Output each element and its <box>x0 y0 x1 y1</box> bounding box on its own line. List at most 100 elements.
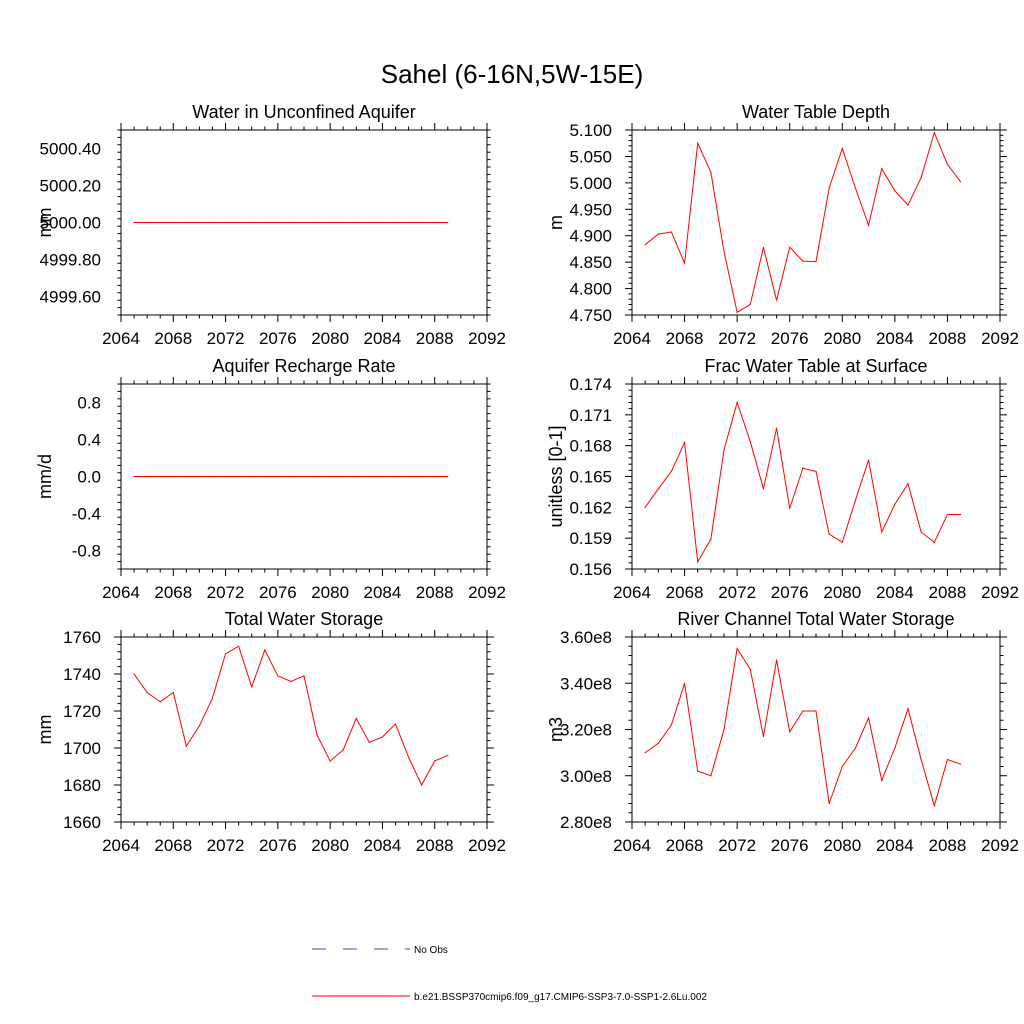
y-tick-label: 3.60e8 <box>560 628 612 647</box>
data-point <box>802 467 804 469</box>
data-point <box>762 735 765 738</box>
y-tick-label: 0.156 <box>569 560 612 579</box>
series-line <box>644 647 961 808</box>
data-point <box>933 541 935 543</box>
data-point <box>670 231 673 233</box>
x-tick-label: 2064 <box>102 329 140 348</box>
x-tick-label: 2080 <box>311 329 349 348</box>
data-point <box>447 475 449 478</box>
panel-title: River Channel Total Water Storage <box>677 609 954 629</box>
panel-title: Total Water Storage <box>225 609 383 629</box>
data-point <box>881 167 883 170</box>
x-tick-label: 2064 <box>102 583 140 602</box>
y-axis-label: mm <box>35 208 55 238</box>
y-tick-label: 0.174 <box>569 375 612 394</box>
data-point <box>854 747 857 749</box>
y-tick-label: 0.165 <box>569 468 612 487</box>
x-tick-label: 2088 <box>416 583 454 602</box>
y-tick-label: 0.159 <box>569 529 612 548</box>
legend: No Obs b.e21.BSSP370cmip6.f09_g17.CMIP6-… <box>312 945 707 1003</box>
data-point <box>907 483 909 485</box>
data-point <box>710 538 712 540</box>
data-point <box>159 221 161 224</box>
y-tick-label: 1760 <box>63 628 101 647</box>
x-tick-label: 2080 <box>823 836 861 855</box>
y-tick-label: 0.0 <box>77 468 101 487</box>
data-point <box>407 756 410 758</box>
x-tick-label: 2080 <box>311 836 349 855</box>
data-point <box>290 221 292 224</box>
data-point <box>867 717 870 719</box>
data-point <box>697 142 699 144</box>
panel-aquifer-recharge-rate: Aquifer Recharge Rate mm/d 2064 2068 2072 207… <box>35 356 506 602</box>
y-tick-label: 4.800 <box>569 280 612 299</box>
y-tick-label: 4999.80 <box>40 251 101 270</box>
y-tick-label: 5.000 <box>569 174 612 193</box>
series-line <box>644 400 961 564</box>
data-point <box>329 475 331 478</box>
data-point <box>959 763 962 765</box>
x-tick-label: 2068 <box>666 583 704 602</box>
data-point <box>434 475 436 478</box>
data-point <box>316 734 318 736</box>
data-point <box>342 221 344 224</box>
data-point <box>277 221 279 224</box>
y-tick-label: 0.168 <box>569 437 612 456</box>
y-tick-label: 1740 <box>63 665 101 684</box>
data-point <box>841 147 843 150</box>
data-point <box>394 475 397 478</box>
data-point <box>789 731 791 733</box>
y-tick-label: 4.950 <box>569 200 612 219</box>
panel-title: Frac Water Table at Surface <box>704 356 927 376</box>
data-point <box>946 163 949 165</box>
panel-frac-water-table-at-surface: Frac Water Table at Surface unitless [0-1… <box>546 356 1019 602</box>
data-point <box>683 441 686 444</box>
panel-title: Aquifer Recharge Rate <box>212 356 395 376</box>
data-point <box>683 682 686 684</box>
y-tick-label: 4.900 <box>569 227 612 246</box>
data-point <box>342 749 344 751</box>
data-point <box>828 533 830 535</box>
x-tick-label: 2064 <box>613 836 651 855</box>
data-point <box>185 475 187 478</box>
x-tick-label: 2064 <box>613 329 651 348</box>
y-tick-label: 0.171 <box>569 406 612 425</box>
y-axis-label: mm/d <box>35 454 55 499</box>
x-tick-label: 2072 <box>718 329 756 348</box>
x-tick-label: 2092 <box>981 329 1019 348</box>
data-point <box>815 710 817 712</box>
data-point <box>749 440 751 443</box>
data-point <box>407 475 410 478</box>
data-point <box>867 459 870 461</box>
data-point <box>920 758 922 761</box>
x-tick-label: 2088 <box>416 329 454 348</box>
data-point <box>251 221 253 224</box>
data-point <box>762 488 765 490</box>
legend-label-no-obs: No Obs <box>414 945 448 956</box>
y-tick-label: 0.4 <box>77 431 101 450</box>
data-point <box>394 723 397 725</box>
data-point <box>841 541 843 543</box>
data-point <box>815 261 817 263</box>
y-tick-label: 3.40e8 <box>560 674 612 693</box>
data-point <box>198 725 201 727</box>
data-point <box>264 475 266 478</box>
data-point <box>264 221 266 224</box>
data-point <box>172 691 174 694</box>
data-point <box>736 311 738 313</box>
data-point <box>238 221 240 224</box>
data-point <box>159 475 161 478</box>
y-tick-label: 0.8 <box>77 394 101 413</box>
data-point <box>381 221 384 224</box>
data-point <box>867 224 870 226</box>
data-point <box>185 745 187 747</box>
y-tick-label: 4.750 <box>569 306 612 325</box>
x-tick-label: 2068 <box>154 583 192 602</box>
x-tick-label: 2072 <box>207 836 245 855</box>
data-point <box>146 221 148 224</box>
data-point <box>172 475 174 478</box>
panel-total-water-storage: Total Water Storage mm 2064 2068 2072 2076 208… <box>35 609 506 855</box>
x-tick-label: 2092 <box>468 583 506 602</box>
y-tick-label: 3.00e8 <box>560 767 612 786</box>
